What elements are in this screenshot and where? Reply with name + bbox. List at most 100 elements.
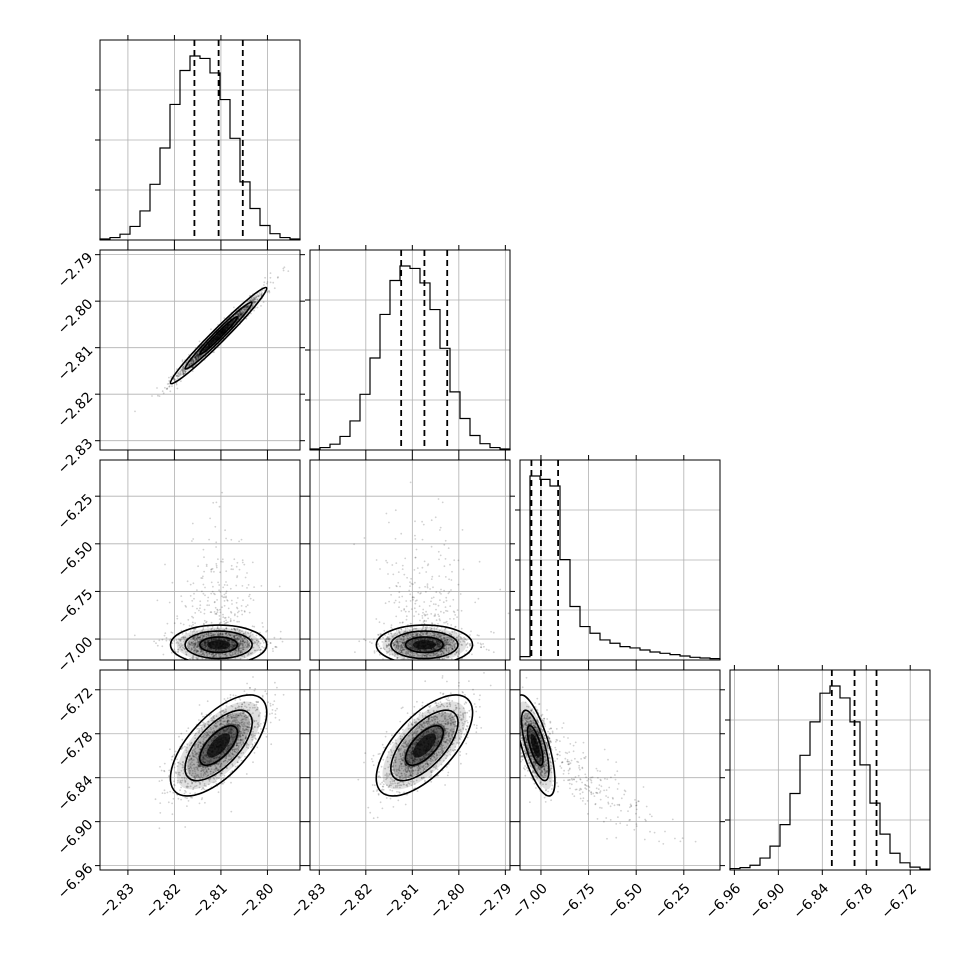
scatter-point (450, 639, 453, 642)
scatter-point (236, 615, 239, 618)
scatter-point (232, 641, 234, 644)
scatter-point (442, 637, 445, 640)
scatter-point (237, 742, 240, 744)
scatter-point (223, 604, 226, 607)
scatter-point (237, 647, 240, 650)
scatter-point (204, 594, 206, 597)
scatter-point (238, 641, 241, 644)
scatter-point (209, 632, 212, 634)
scatter-point (441, 650, 444, 653)
scatter-point (195, 656, 198, 659)
scatter-point (213, 570, 215, 573)
scatter-point (182, 366, 184, 369)
scatter-point (245, 306, 248, 309)
scatter-point (206, 639, 209, 642)
scatter-point (232, 727, 235, 729)
scatter-point (444, 628, 447, 630)
scatter-point (443, 641, 446, 643)
scatter-point (197, 352, 200, 355)
scatter-point (387, 640, 390, 642)
scatter-point (443, 647, 446, 650)
scatter-point (200, 767, 203, 770)
scatter-point (199, 633, 202, 636)
scatter-point (397, 571, 400, 573)
scatter-point (436, 642, 439, 645)
scatter-point (383, 622, 385, 625)
scatter-point (200, 798, 203, 801)
scatter-point (393, 634, 396, 636)
scatter-point (426, 654, 428, 657)
scatter-point (216, 634, 219, 637)
scatter-point (203, 661, 205, 663)
scatter-point (201, 643, 204, 645)
scatter-point (238, 644, 241, 647)
scatter-point (203, 641, 205, 643)
scatter-point (212, 585, 214, 588)
scatter-point (194, 639, 197, 642)
scatter-point (213, 633, 216, 636)
scatter-point (397, 648, 399, 651)
scatter-point (252, 646, 255, 649)
scatter-point (436, 626, 439, 629)
scatter-point (225, 648, 227, 651)
scatter-point (210, 765, 212, 768)
scatter-point (418, 586, 421, 589)
scatter-point (457, 638, 460, 641)
scatter-point (202, 761, 205, 763)
scatter-point (379, 633, 382, 635)
scatter-point (392, 635, 395, 638)
scatter-point (398, 645, 400, 647)
scatter-point (239, 641, 242, 644)
scatter-point (412, 635, 415, 638)
scatter-point (215, 612, 218, 615)
scatter-point (236, 606, 238, 609)
scatter-point (434, 614, 437, 617)
scatter-point (395, 645, 398, 648)
scatter-point (236, 313, 239, 315)
scatter-point (404, 634, 407, 636)
scatter-point (221, 633, 224, 636)
scatter-point (215, 546, 218, 548)
scatter-point (438, 640, 441, 643)
scatter-point (401, 645, 403, 648)
scatter-point (242, 648, 245, 651)
scatter-point (217, 650, 220, 653)
scatter-point (230, 648, 233, 650)
scatter-point (264, 276, 266, 279)
scatter-point (458, 653, 460, 656)
scatter-point (252, 296, 255, 299)
scatter-point (450, 647, 453, 649)
scatter-point (201, 643, 204, 646)
scatter-point (185, 749, 188, 752)
scatter-point (227, 639, 230, 642)
scatter-point (249, 299, 252, 302)
scatter-point (387, 638, 390, 640)
scatter-point (202, 350, 205, 352)
scatter-point (208, 652, 211, 655)
scatter-point (217, 634, 220, 637)
scatter-point (399, 640, 401, 643)
scatter-point (443, 663, 445, 665)
scatter-point (385, 650, 388, 653)
scatter-point (215, 661, 217, 663)
scatter-point (236, 576, 238, 579)
scatter-point (432, 654, 434, 656)
scatter-point (222, 653, 224, 656)
scatter-point (190, 362, 193, 364)
scatter-point (235, 628, 238, 630)
scatter-point (396, 643, 399, 646)
scatter-point (193, 636, 196, 638)
scatter-point (239, 313, 242, 316)
scatter-point (391, 653, 394, 656)
scatter-point (428, 634, 431, 637)
scatter-point (222, 613, 224, 616)
scatter-point (443, 637, 446, 639)
scatter-point (230, 643, 233, 646)
scatter-point (238, 316, 240, 318)
scatter-point (168, 385, 171, 387)
scatter-point (416, 649, 419, 652)
scatter-point (406, 652, 409, 654)
scatter-point (231, 654, 234, 657)
scatter-point (212, 638, 215, 640)
scatter-point (434, 653, 437, 656)
